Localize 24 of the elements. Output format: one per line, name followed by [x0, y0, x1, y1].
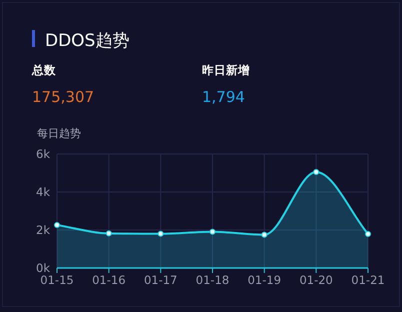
x-tick-label: 01-16 — [92, 273, 126, 287]
y-tick-label: 0k — [36, 261, 50, 275]
text: 1,794 — [202, 88, 245, 106]
y-tick-label: 2k — [36, 223, 50, 237]
x-tick-label: 01-15 — [40, 273, 74, 287]
chart-title: DDOS趋势 — [45, 31, 130, 51]
x-tick-label: 01-18 — [196, 273, 230, 287]
point — [365, 230, 371, 237]
point — [210, 228, 216, 235]
y-tick-label: 4k — [36, 185, 50, 199]
point — [313, 169, 320, 176]
y-axis-title: 每日趋势 — [37, 127, 81, 140]
x-tick-label: 01-19 — [248, 273, 282, 287]
point — [106, 230, 112, 236]
x-tick-label: 01-20 — [299, 273, 333, 287]
point — [261, 232, 268, 238]
text: 昨日新增 — [202, 63, 250, 77]
text: 总数 — [31, 63, 57, 77]
point — [54, 222, 60, 228]
x-tick-label: 01-17 — [144, 273, 178, 287]
point — [158, 230, 164, 237]
y-tick-label: 6k — [36, 147, 50, 161]
x-tick-label: 01-21 — [351, 273, 385, 287]
text: 175,307 — [32, 88, 94, 106]
